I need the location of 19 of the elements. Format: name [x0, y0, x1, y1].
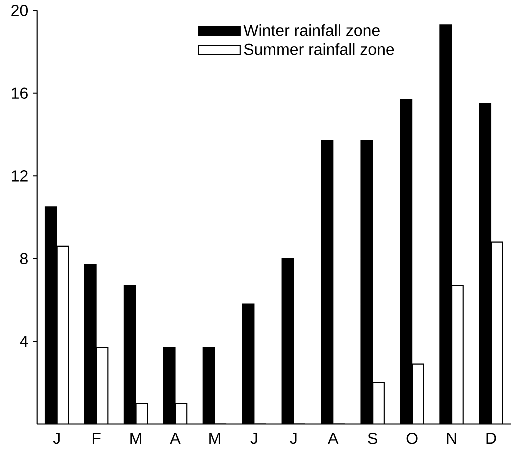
x-tick-label: J	[290, 433, 297, 444]
x-tick-label: M	[210, 433, 220, 444]
legend-label: Summer rainfall zone	[244, 44, 394, 56]
x-tick-label: J	[53, 433, 60, 444]
y-tick-label: 12	[12, 170, 28, 182]
x-tick-label: F	[92, 433, 101, 444]
x-tick-label: A	[170, 433, 181, 444]
y-tick-label: 16	[12, 88, 28, 100]
y-tick-label: 4	[20, 336, 28, 348]
x-tick-label: J	[250, 433, 258, 444]
y-tick-label: 8	[20, 253, 28, 265]
x-tick-label: M	[130, 433, 142, 444]
x-tick-label: N	[447, 433, 456, 444]
x-tick-label: A	[328, 433, 339, 444]
y-tick-label: 20	[12, 5, 28, 17]
x-tick-label: D	[486, 433, 496, 444]
x-tick-label: O	[406, 433, 418, 444]
x-tick-label: S	[368, 433, 378, 444]
legend-label: Winter rainfall zone	[244, 24, 380, 36]
